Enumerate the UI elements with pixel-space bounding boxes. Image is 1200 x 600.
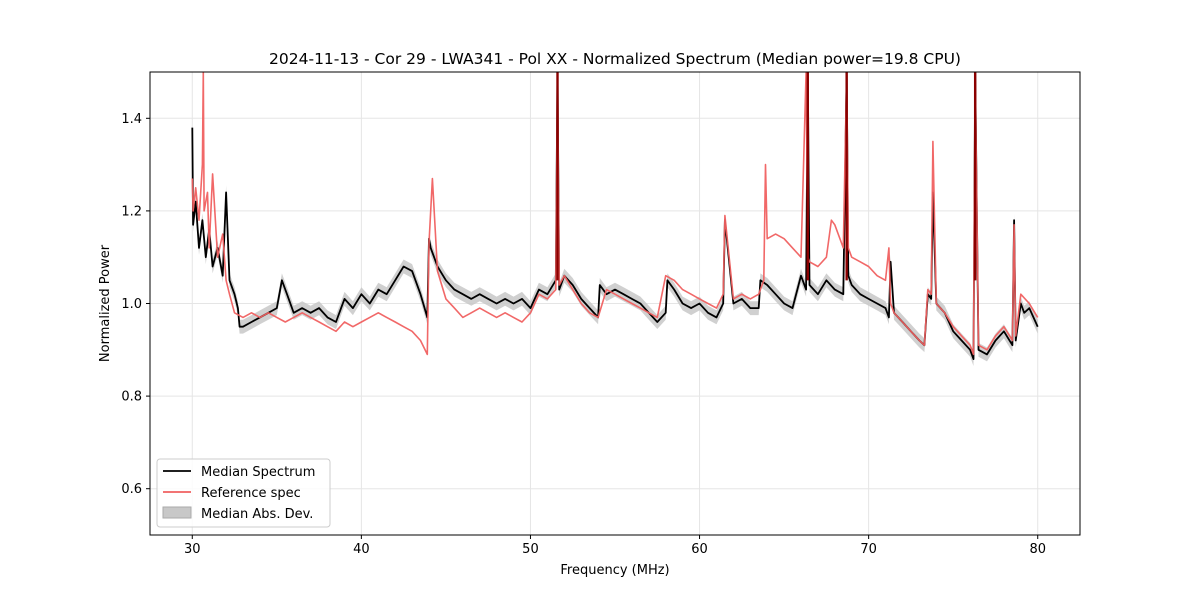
chart-title: 2024-11-13 - Cor 29 - LWA341 - Pol XX - …: [269, 50, 961, 68]
legend: Median Spectrum Reference spec Median Ab…: [156, 458, 331, 528]
plot-series: [191, 72, 1039, 366]
y-tick-label: 1.2: [121, 204, 142, 219]
reference-spectrum-line: [191, 72, 1039, 356]
x-tick-label: 30: [184, 542, 201, 557]
y-tick-label: 0.6: [121, 482, 142, 497]
legend-reference-label: Reference spec: [201, 486, 301, 501]
legend-median-label: Median Spectrum: [201, 465, 315, 480]
x-tick-label: 70: [860, 542, 877, 557]
median-spectrum-line: [191, 72, 1039, 361]
legend-mad-label: Median Abs. Dev.: [201, 507, 313, 522]
y-tick-label: 1.4: [121, 112, 142, 127]
axis-ticks: 30 40 50 60 70 80 0.6 0.8 1.0 1.2 1.4: [121, 112, 1046, 557]
y-tick-label: 0.8: [121, 390, 142, 405]
y-axis-label: Normalized Power: [98, 244, 113, 362]
mad-band: [192, 72, 1038, 366]
legend-mad-swatch: [162, 506, 192, 519]
y-tick-label: 1.0: [121, 297, 142, 312]
x-tick-label: 80: [1029, 542, 1046, 557]
plot-frame: [149, 71, 1081, 536]
legend-box: [156, 458, 331, 528]
x-tick-label: 40: [353, 542, 370, 557]
x-axis-label: Frequency (MHz): [560, 563, 669, 578]
x-tick-label: 50: [522, 542, 539, 557]
x-tick-label: 60: [691, 542, 708, 557]
